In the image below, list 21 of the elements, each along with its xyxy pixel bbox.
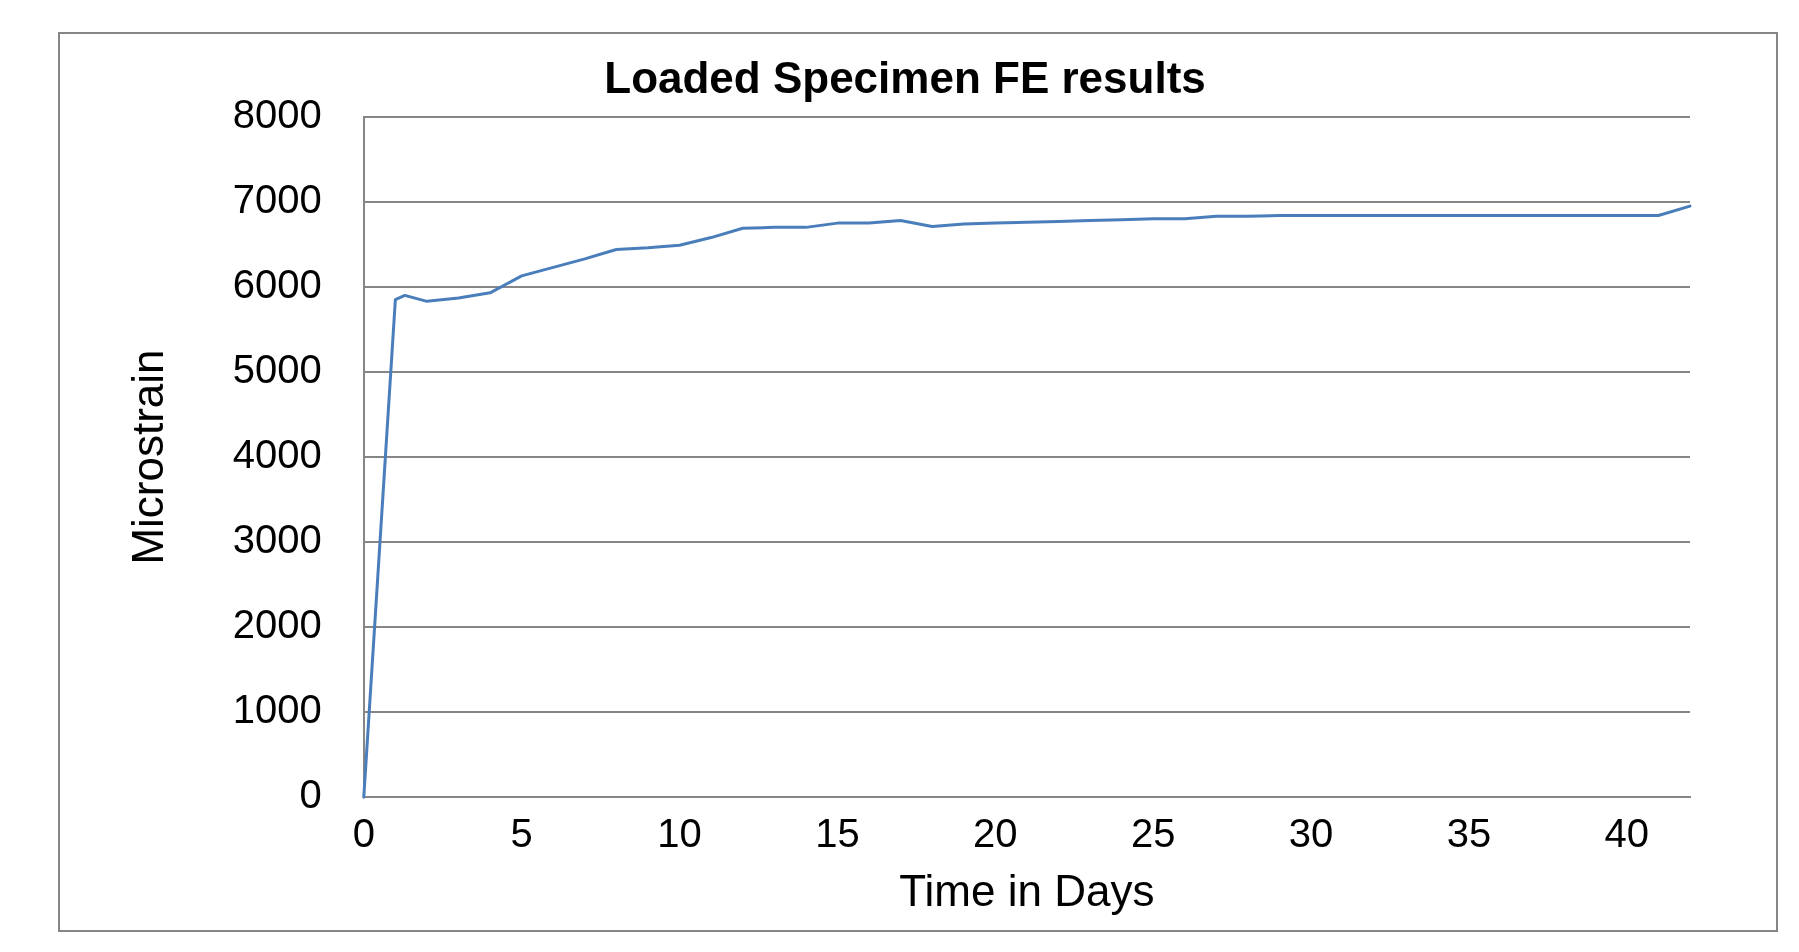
y-tick-label: 3000: [232, 517, 322, 562]
chart-title: Loaded Specimen FE results: [604, 52, 1206, 102]
x-tick-label: 25: [1130, 811, 1176, 856]
y-tick-label: 5000: [232, 346, 322, 391]
x-tick-label: 0: [352, 811, 375, 856]
x-tick-label: 10: [657, 811, 702, 856]
x-tick-label: 30: [1288, 811, 1334, 856]
x-axis-title: Time in Days: [899, 865, 1155, 915]
y-axis-title: Microstrain: [122, 349, 172, 565]
y-tick-label: 0: [299, 772, 322, 817]
x-tick-label: 5: [510, 811, 533, 856]
y-tick-label: 2000: [232, 602, 322, 647]
y-tick-label: 1000: [232, 687, 322, 732]
x-tick-label: 40: [1604, 811, 1650, 856]
y-tick-label: 4000: [232, 432, 322, 477]
x-tick-label: 20: [973, 811, 1018, 856]
y-tick-label: 7000: [232, 176, 322, 221]
x-tick-label: 35: [1446, 811, 1492, 856]
y-tick-label: 6000: [232, 261, 322, 306]
y-tick-label: 8000: [232, 91, 322, 136]
x-tick-label: 15: [815, 811, 860, 856]
